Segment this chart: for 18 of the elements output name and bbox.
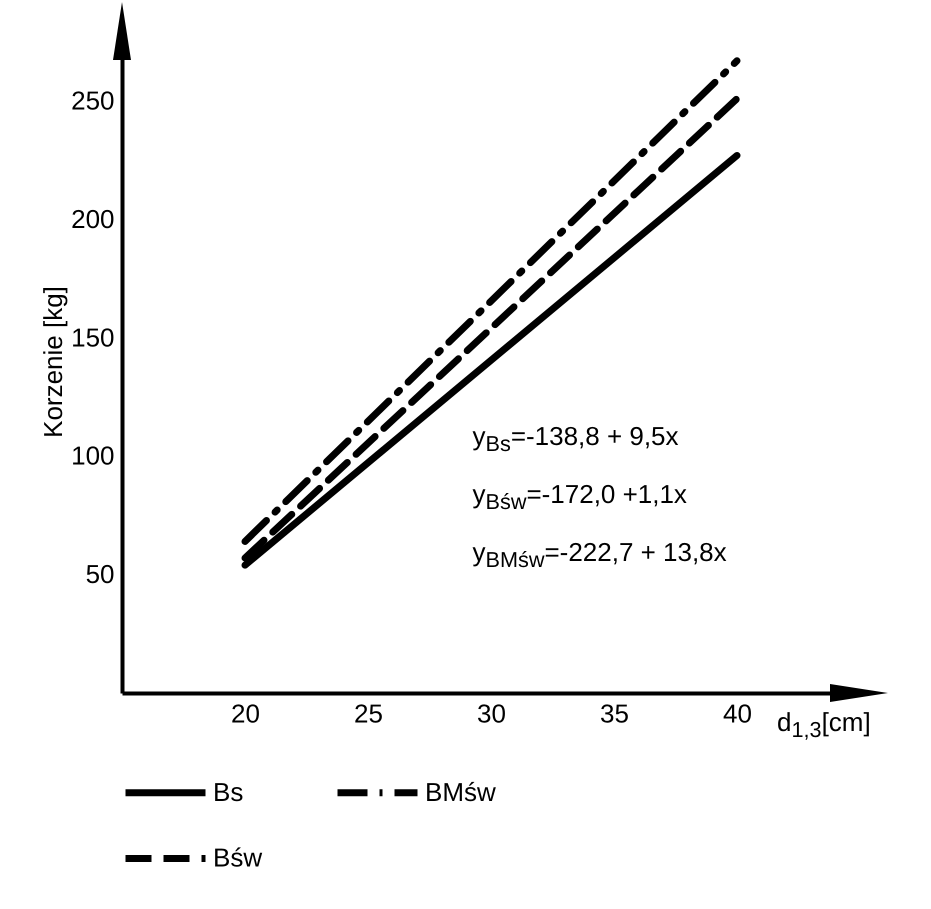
y-axis-title: Korzenie [kg] xyxy=(38,286,68,438)
x-tick-label: 25 xyxy=(354,698,383,728)
legend-label: Bśw xyxy=(213,842,262,872)
legend-label: BMśw xyxy=(425,776,496,807)
legend-label: Bs xyxy=(213,776,244,807)
x-tick-label: 20 xyxy=(231,698,260,728)
x-tick-label: 40 xyxy=(723,698,752,728)
y-tick-label: 250 xyxy=(71,86,114,116)
x-tick-label: 35 xyxy=(600,698,629,728)
x-tick-label: 30 xyxy=(477,698,506,728)
y-tick-label: 150 xyxy=(71,322,114,352)
y-tick-label: 200 xyxy=(71,204,114,234)
annotation: y$_{Bs}$=-138,8 + 9,5x xyxy=(472,421,679,458)
annotation: y$_{BMśw}$=-222,7 + 13,8x xyxy=(472,537,727,574)
y-tick-label: 50 xyxy=(86,559,114,590)
y-tick-label: 100 xyxy=(71,440,114,471)
annotation: y$_{Bśw}$=-172,0 +1,1x xyxy=(472,479,687,516)
x-axis-title: d$_{1,3}$[cm] xyxy=(777,707,871,744)
